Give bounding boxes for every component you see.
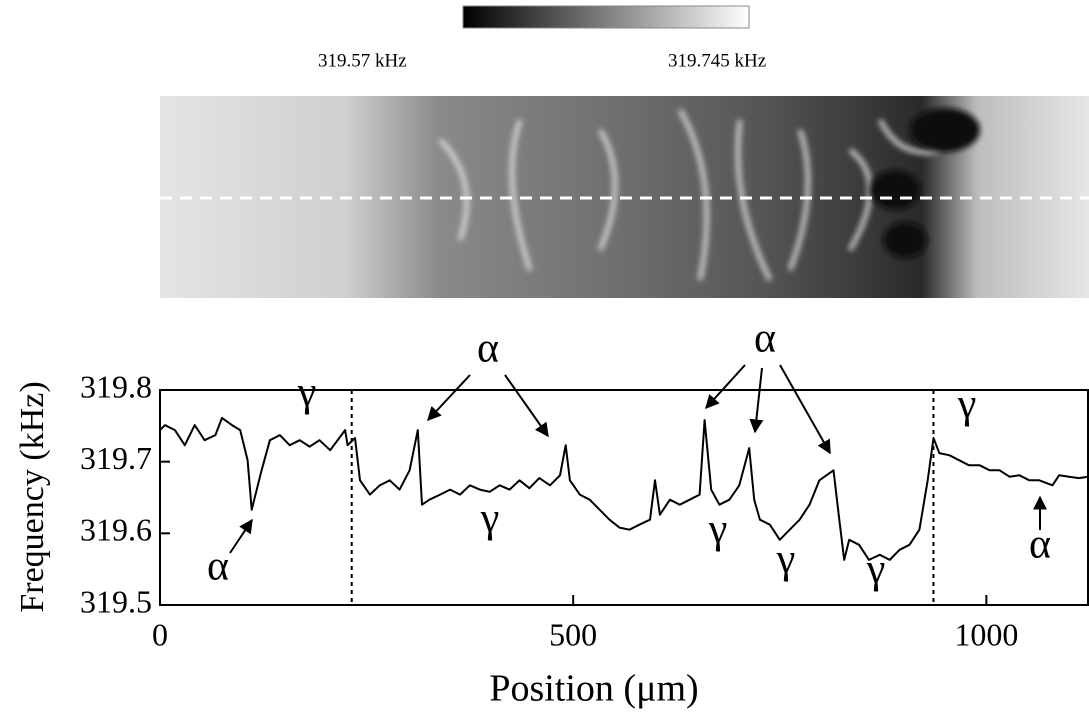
annotation: α [477,326,499,372]
annotation: γ [297,370,317,416]
annotation-arrow [779,364,831,455]
annotation: γ [708,507,728,553]
x-axis-label: Position (μm) [489,668,698,710]
y-tick-label: 319.7 [80,440,152,476]
annotation: γ [480,496,500,542]
annotation: α [207,544,229,590]
annotation-arrow [749,367,764,434]
annotation: α [1029,522,1051,568]
plot-frame [159,389,1089,606]
colorbar-max-label: 319.745 kHz [668,50,766,71]
y-tick-label: 319.6 [80,512,152,548]
annotation-arrow [427,374,471,422]
frequency-map [160,96,1089,298]
colorbar-min-label: 319.57 kHz [318,50,407,71]
x-tick-label: 500 [549,616,597,652]
colorbar [462,5,750,29]
annotation-arrow [705,364,746,410]
data-line [159,416,1089,561]
annotation: α [754,316,776,362]
annotation-arrow [229,518,253,554]
x-tick-label: 1000 [954,616,1018,652]
y-axis-label: Frequency (kHz) [14,381,51,612]
annotation: γ [866,547,886,593]
y-tick-label: 319.5 [80,583,152,619]
annotation: γ [776,537,796,583]
x-tick-label: 0 [152,616,168,652]
annotation-arrow [504,374,549,438]
annotation: γ [957,382,977,428]
y-tick-label: 319.8 [80,368,152,404]
